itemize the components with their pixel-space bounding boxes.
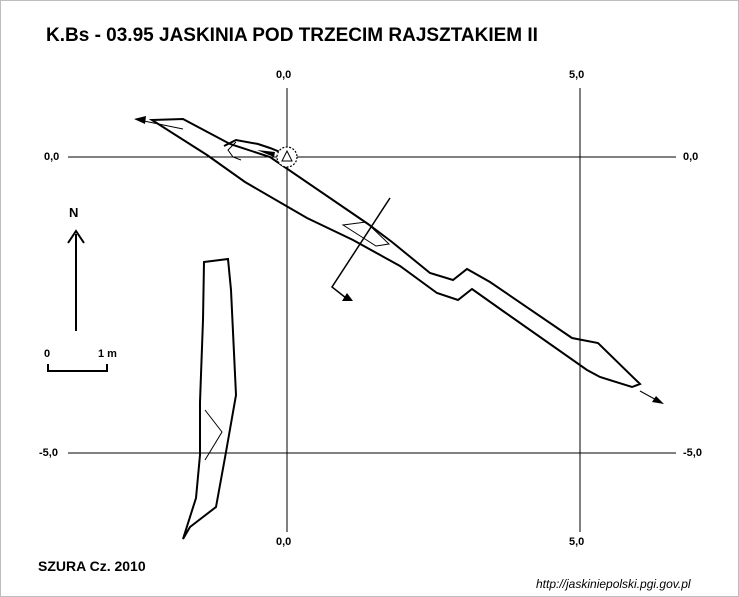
- section-line: [330, 197, 391, 299]
- entrance-symbol: [257, 146, 298, 168]
- continuation-arrows: [134, 116, 664, 404]
- grid-label-y-lower-left: -5,0: [39, 447, 58, 459]
- profile-floor-feature: [204, 409, 223, 461]
- north-arrow-icon: [67, 229, 85, 244]
- section-arrow-icon: [342, 293, 353, 301]
- map-author: SZURA Cz. 2010: [38, 558, 146, 574]
- coordinate-grid: [68, 88, 676, 532]
- grid-label-x-top-right: 5,0: [569, 69, 585, 81]
- continuation-arrow-east-icon: [652, 396, 664, 404]
- entrance-direction-icon: [257, 150, 275, 157]
- entrance-triangle-icon: [281, 149, 293, 162]
- grid-label-y-upper-right: 0,0: [683, 151, 699, 163]
- scale-bar: [47, 364, 108, 372]
- entrance-ledge: [223, 138, 281, 153]
- grid-label-y-lower-right: -5,0: [683, 447, 702, 459]
- scale-label-end: 1 m: [98, 348, 117, 360]
- source-url: http://jaskiniepolski.pgi.gov.pl: [536, 577, 691, 591]
- grid-label-x-top-left: 0,0: [276, 69, 292, 81]
- cross-section-marker: [330, 197, 391, 299]
- entrance-circle: [276, 146, 298, 168]
- continuation-line-west: [138, 119, 184, 130]
- cave-profile: [182, 257, 238, 540]
- scale-bar-line: [47, 364, 108, 372]
- grid-label-y-upper-left: 0,0: [44, 151, 60, 163]
- map-title: K.Bs - 03.95 JASKINIA POD TRZECIM RAJSZT…: [46, 25, 538, 46]
- grid-label-x-bottom-right: 5,0: [569, 536, 585, 548]
- profile-wall: [182, 257, 238, 540]
- inner-contour: [227, 141, 242, 161]
- north-label: N: [69, 205, 79, 220]
- continuation-arrow-west-icon: [134, 116, 146, 124]
- scale-label-start: 0: [44, 348, 51, 360]
- north-arrow: [67, 229, 85, 331]
- grid-label-x-bottom-left: 0,0: [276, 536, 292, 548]
- floor-feature: [341, 221, 391, 247]
- cave-wall: [148, 117, 642, 389]
